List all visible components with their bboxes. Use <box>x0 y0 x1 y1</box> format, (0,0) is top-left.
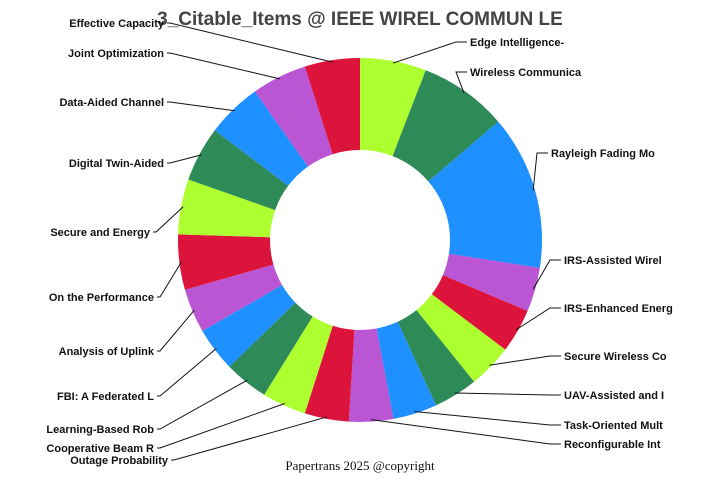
leader-line <box>532 152 548 191</box>
slice-label: Secure Wireless Co <box>564 351 667 363</box>
donut-slice <box>229 302 313 395</box>
slice-label: Wireless Communica <box>470 67 582 79</box>
donut-slice <box>397 310 475 406</box>
leader-line <box>414 411 561 426</box>
slice-label: Cooperative Beam R <box>46 443 154 455</box>
leader-line <box>167 22 333 63</box>
copyright-footer: Papertrans 2025 @copyright <box>285 458 435 473</box>
slice-label: Analysis of Uplink <box>59 346 155 358</box>
donut-slice <box>304 58 360 155</box>
leader-line <box>515 307 561 331</box>
leader-line <box>489 355 561 366</box>
leader-line <box>454 392 561 396</box>
donut-slice <box>188 130 289 211</box>
slice-label: Outage Probability <box>70 455 169 467</box>
donut-slice <box>348 328 394 422</box>
leader-line <box>167 154 202 164</box>
slice-label: Rayleigh Fading Mo <box>551 148 655 160</box>
leader-line <box>157 261 182 298</box>
donut-slice <box>202 285 296 367</box>
donut-slice <box>254 66 333 167</box>
slices-group <box>178 58 542 422</box>
chart-title: 3_Citable_Items @ IEEE WIREL COMMUN LE <box>157 9 563 30</box>
leader-line <box>157 309 195 352</box>
slice-label: Secure and Energy <box>50 227 151 239</box>
donut-slice <box>178 179 276 238</box>
slice-label: Task-Oriented Mult <box>564 420 663 432</box>
leader-line <box>157 403 285 449</box>
donut-slice <box>264 316 333 414</box>
leader-line <box>371 419 561 445</box>
slice-label: IRS-Assisted Wirel <box>564 255 662 267</box>
leader-line <box>392 41 467 64</box>
slice-label: Effective Capacity <box>69 18 165 30</box>
leader-line <box>167 101 235 112</box>
donut-slice <box>376 321 437 419</box>
donut-slice <box>184 264 283 331</box>
donut-slice <box>442 253 540 311</box>
leader-line <box>171 416 328 461</box>
donut-slice <box>392 70 499 182</box>
slice-label: Learning-Based Rob <box>46 424 154 436</box>
leader-lines-group <box>153 22 561 461</box>
donut-slice <box>214 91 309 186</box>
donut-slice <box>428 121 542 268</box>
leader-line <box>167 52 280 80</box>
donut-slice <box>360 58 426 157</box>
slice-label: UAV-Assisted and I <box>564 390 664 402</box>
donut-slice <box>431 275 528 350</box>
slice-labels-group: Edge Intelligence- Wireless Communica Rayl… <box>46 18 672 467</box>
slice-label: Digital Twin-Aided <box>69 158 164 170</box>
slice-label: Reconfigurable Int <box>564 439 661 451</box>
slice-label: FBI: A Federated L <box>57 391 154 403</box>
leader-line <box>153 206 184 233</box>
leader-line <box>157 348 217 397</box>
leader-line <box>532 259 561 290</box>
donut-slice <box>178 234 274 290</box>
slice-label: Data-Aided Channel <box>59 97 164 109</box>
slice-label: On the Performance <box>49 292 154 304</box>
slice-label: IRS-Enhanced Energ <box>564 303 673 315</box>
leader-line <box>157 379 248 430</box>
donut-slice <box>416 294 506 382</box>
slice-label: Edge Intelligence- <box>470 37 564 49</box>
slice-label: Joint Optimization <box>68 48 164 60</box>
donut-slice <box>304 325 355 422</box>
leader-line <box>455 71 467 94</box>
